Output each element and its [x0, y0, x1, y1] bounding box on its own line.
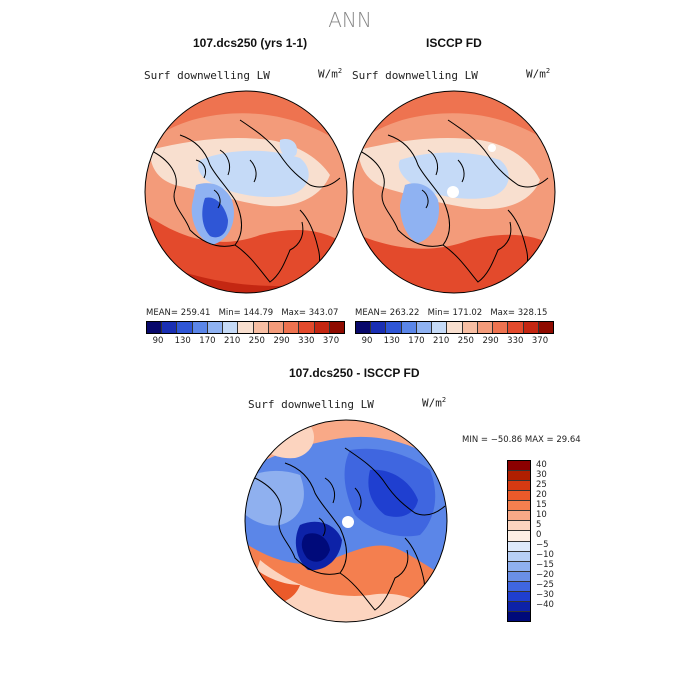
- colorbar-swatch: [207, 322, 224, 333]
- colorbar-swatch: [223, 322, 239, 333]
- colorbar-tick-label: −30: [536, 590, 554, 600]
- colorbar-swatch: [508, 551, 530, 562]
- colorbar-tick-label: 210: [224, 336, 241, 346]
- colorbar-swatch: [329, 322, 345, 333]
- colorbar-tick-label: 5: [536, 520, 542, 530]
- colorbar-tick-label: 250: [457, 336, 474, 346]
- colorbar-swatch: [508, 491, 530, 502]
- obs-colorbar: [355, 321, 554, 334]
- model-variable-label: Surf downwelling LW: [144, 69, 270, 82]
- colorbar-tick-label: −10: [536, 550, 554, 560]
- model-panel-title: 107.dcs250 (yrs 1-1): [193, 36, 308, 50]
- colorbar-tick-label: −15: [536, 560, 554, 570]
- colorbar-swatch: [462, 322, 478, 333]
- colorbar-swatch: [508, 501, 530, 512]
- colorbar-tick-label: 330: [507, 336, 524, 346]
- colorbar-swatch: [508, 541, 530, 552]
- colorbar-tick-label: −25: [536, 580, 554, 590]
- colorbar-tick-label: 130: [174, 336, 191, 346]
- obs-stats: MEAN= 263.22 Min= 171.02 Max= 328.15: [355, 308, 548, 318]
- colorbar-tick-label: 40: [536, 460, 547, 470]
- colorbar-swatch: [447, 322, 463, 333]
- colorbar-tick-label: 370: [531, 336, 549, 346]
- model-colorbar: [146, 321, 345, 334]
- obs-panel-title: ISCCP FD: [426, 36, 482, 50]
- colorbar-swatch: [147, 322, 163, 333]
- colorbar-tick-label: −5: [536, 540, 549, 550]
- colorbar-tick-label: 25: [536, 480, 547, 490]
- colorbar-swatch: [238, 322, 254, 333]
- colorbar-tick-label: 130: [383, 336, 400, 346]
- colorbar-swatch: [432, 322, 448, 333]
- diff-panel-title: 107.dcs250 - ISCCP FD: [289, 366, 420, 380]
- colorbar-tick-label: 210: [433, 336, 450, 346]
- obs-units-label: W/m2: [526, 67, 551, 81]
- colorbar-swatch: [523, 322, 539, 333]
- model-stats: MEAN= 259.41 Min= 144.79 Max= 343.07: [146, 308, 339, 318]
- colorbar-swatch: [508, 611, 530, 621]
- colorbar-swatch: [416, 322, 433, 333]
- colorbar-swatch: [508, 601, 530, 612]
- colorbar-tick-label: 290: [482, 336, 499, 346]
- obs-variable-label: Surf downwelling LW: [352, 69, 478, 82]
- colorbar-swatch: [401, 322, 417, 333]
- colorbar-tick-label: 290: [273, 336, 290, 346]
- colorbar-swatch: [386, 322, 402, 333]
- colorbar-tick-label: −40: [536, 600, 554, 610]
- colorbar-swatch: [253, 322, 269, 333]
- diff-minmax: MIN = −50.86 MAX = 29.64: [462, 435, 581, 445]
- colorbar-tick-label: −20: [536, 570, 554, 580]
- colorbar-tick-label: 15: [536, 500, 547, 510]
- colorbar-swatch: [371, 322, 387, 333]
- colorbar-swatch: [508, 571, 530, 582]
- colorbar-swatch: [162, 322, 178, 333]
- colorbar-tick-label: 370: [322, 336, 340, 346]
- colorbar-swatch: [508, 561, 530, 572]
- colorbar-swatch: [508, 481, 530, 492]
- colorbar-swatch: [508, 591, 530, 602]
- diff-colorbar-ticks: 40 30 25 20 15 10 5 0 −5 −10 −15 −20 −25 −30 −40: [536, 460, 586, 620]
- colorbar-swatch: [477, 322, 494, 333]
- colorbar-swatch: [508, 521, 530, 532]
- obs-colorbar-ticks: 90 130 170 210 250 290 330 370: [355, 336, 552, 348]
- colorbar-tick-label: 330: [298, 336, 315, 346]
- colorbar-swatch: [508, 581, 530, 592]
- colorbar-swatch: [299, 322, 315, 333]
- colorbar-swatch: [268, 322, 285, 333]
- colorbar-swatch: [284, 322, 300, 333]
- colorbar-swatch: [508, 461, 530, 472]
- model-units-label: W/m2: [318, 67, 343, 81]
- colorbar-swatch: [177, 322, 193, 333]
- colorbar-swatch: [493, 322, 509, 333]
- colorbar-tick-label: 90: [361, 336, 373, 346]
- page-title: ANN: [328, 8, 372, 32]
- colorbar-tick-label: 0: [536, 530, 542, 540]
- colorbar-tick-label: 250: [248, 336, 265, 346]
- colorbar-swatch: [508, 531, 530, 542]
- colorbar-tick-label: 170: [199, 336, 216, 346]
- diff-variable-label: Surf downwelling LW: [248, 398, 374, 411]
- colorbar-tick-label: 170: [408, 336, 425, 346]
- colorbar-swatch: [314, 322, 330, 333]
- colorbar-swatch: [508, 322, 524, 333]
- diff-colorbar: [507, 460, 531, 622]
- colorbar-swatch: [192, 322, 208, 333]
- colorbar-swatch: [356, 322, 372, 333]
- model-colorbar-ticks: 90 130 170 210 250 290 330 370: [146, 336, 343, 348]
- colorbar-swatch: [508, 471, 530, 482]
- colorbar-tick-label: 20: [536, 490, 547, 500]
- colorbar-tick-label: 90: [152, 336, 164, 346]
- diff-units-label: W/m2: [422, 396, 447, 410]
- colorbar-swatch: [538, 322, 554, 333]
- colorbar-tick-label: 30: [536, 470, 547, 480]
- colorbar-tick-label: 10: [536, 510, 547, 520]
- colorbar-swatch: [508, 511, 530, 522]
